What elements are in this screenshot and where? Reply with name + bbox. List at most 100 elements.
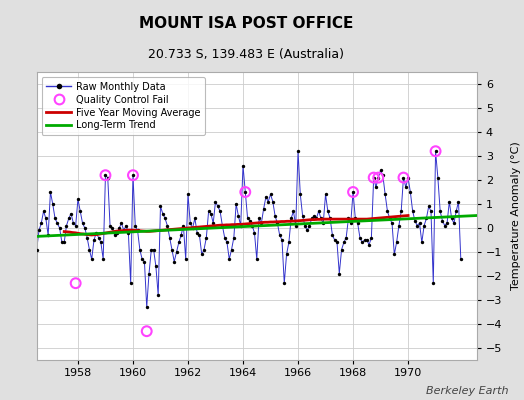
Point bbox=[257, 220, 266, 226]
Point bbox=[163, 222, 171, 229]
Point bbox=[269, 198, 277, 205]
Point bbox=[79, 220, 87, 226]
Point bbox=[170, 258, 179, 265]
Point bbox=[209, 220, 217, 226]
Point bbox=[227, 246, 236, 253]
Point bbox=[41, 215, 50, 222]
Point bbox=[129, 172, 137, 178]
Point bbox=[32, 246, 41, 253]
Point bbox=[372, 184, 380, 190]
Point bbox=[168, 246, 176, 253]
Point bbox=[379, 172, 387, 178]
Legend: Raw Monthly Data, Quality Control Fail, Five Year Moving Average, Long-Term Tren: Raw Monthly Data, Quality Control Fail, … bbox=[41, 77, 205, 135]
Point bbox=[37, 220, 46, 226]
Point bbox=[303, 227, 311, 234]
Point bbox=[21, 184, 29, 190]
Point bbox=[241, 189, 249, 195]
Point bbox=[363, 237, 371, 243]
Point bbox=[234, 213, 243, 219]
Point bbox=[312, 215, 321, 222]
Point bbox=[404, 174, 412, 181]
Point bbox=[106, 222, 114, 229]
Point bbox=[223, 239, 231, 246]
Point bbox=[383, 208, 391, 214]
Point bbox=[287, 215, 296, 222]
Point bbox=[280, 280, 289, 286]
Point bbox=[51, 215, 59, 222]
Point bbox=[441, 222, 449, 229]
Point bbox=[386, 215, 394, 222]
Point bbox=[85, 246, 94, 253]
Point bbox=[291, 222, 300, 229]
Point bbox=[241, 189, 249, 195]
Point bbox=[429, 280, 438, 286]
Point bbox=[211, 198, 220, 205]
Point bbox=[184, 191, 192, 198]
Point bbox=[39, 208, 48, 214]
Point bbox=[81, 225, 89, 231]
Point bbox=[166, 234, 174, 241]
Point bbox=[99, 256, 107, 262]
Point bbox=[450, 220, 458, 226]
Point bbox=[406, 189, 414, 195]
Point bbox=[255, 215, 263, 222]
Point bbox=[337, 246, 346, 253]
Point bbox=[230, 234, 238, 241]
Point bbox=[285, 239, 293, 246]
Point bbox=[276, 232, 284, 238]
Point bbox=[74, 196, 82, 202]
Point bbox=[221, 234, 229, 241]
Point bbox=[299, 213, 307, 219]
Text: Berkeley Earth: Berkeley Earth bbox=[426, 386, 508, 396]
Point bbox=[104, 174, 112, 181]
Point bbox=[331, 237, 339, 243]
Point bbox=[374, 174, 383, 181]
Point bbox=[156, 203, 165, 210]
Point bbox=[333, 239, 341, 246]
Point bbox=[174, 239, 183, 246]
Point bbox=[443, 220, 451, 226]
Point bbox=[129, 172, 137, 178]
Point bbox=[358, 239, 366, 246]
Point bbox=[356, 234, 364, 241]
Point bbox=[354, 220, 362, 226]
Point bbox=[344, 215, 353, 222]
Point bbox=[397, 208, 406, 214]
Point bbox=[346, 220, 355, 226]
Point bbox=[53, 220, 61, 226]
Point bbox=[369, 174, 378, 181]
Point bbox=[90, 237, 98, 243]
Point bbox=[259, 206, 268, 212]
Point bbox=[189, 225, 197, 231]
Point bbox=[319, 220, 328, 226]
Point bbox=[278, 237, 286, 243]
Point bbox=[438, 218, 446, 224]
Point bbox=[96, 239, 105, 246]
Point bbox=[301, 222, 309, 229]
Point bbox=[381, 191, 389, 198]
Point bbox=[294, 148, 302, 154]
Point bbox=[349, 189, 357, 195]
Point bbox=[431, 148, 440, 154]
Point bbox=[62, 222, 71, 229]
Point bbox=[204, 208, 213, 214]
Point bbox=[351, 215, 359, 222]
Point bbox=[261, 194, 270, 200]
Point bbox=[310, 213, 318, 219]
Point bbox=[326, 215, 334, 222]
Point bbox=[101, 172, 110, 178]
Point bbox=[28, 242, 36, 248]
Point bbox=[64, 215, 73, 222]
Point bbox=[418, 239, 426, 246]
Point bbox=[161, 215, 169, 222]
Point bbox=[143, 328, 151, 334]
Point bbox=[296, 191, 304, 198]
Point bbox=[122, 222, 130, 229]
Point bbox=[445, 198, 454, 205]
Point bbox=[399, 174, 408, 181]
Point bbox=[225, 256, 234, 262]
Point bbox=[264, 198, 272, 205]
Point bbox=[388, 220, 396, 226]
Point bbox=[216, 208, 224, 214]
Point bbox=[19, 186, 27, 193]
